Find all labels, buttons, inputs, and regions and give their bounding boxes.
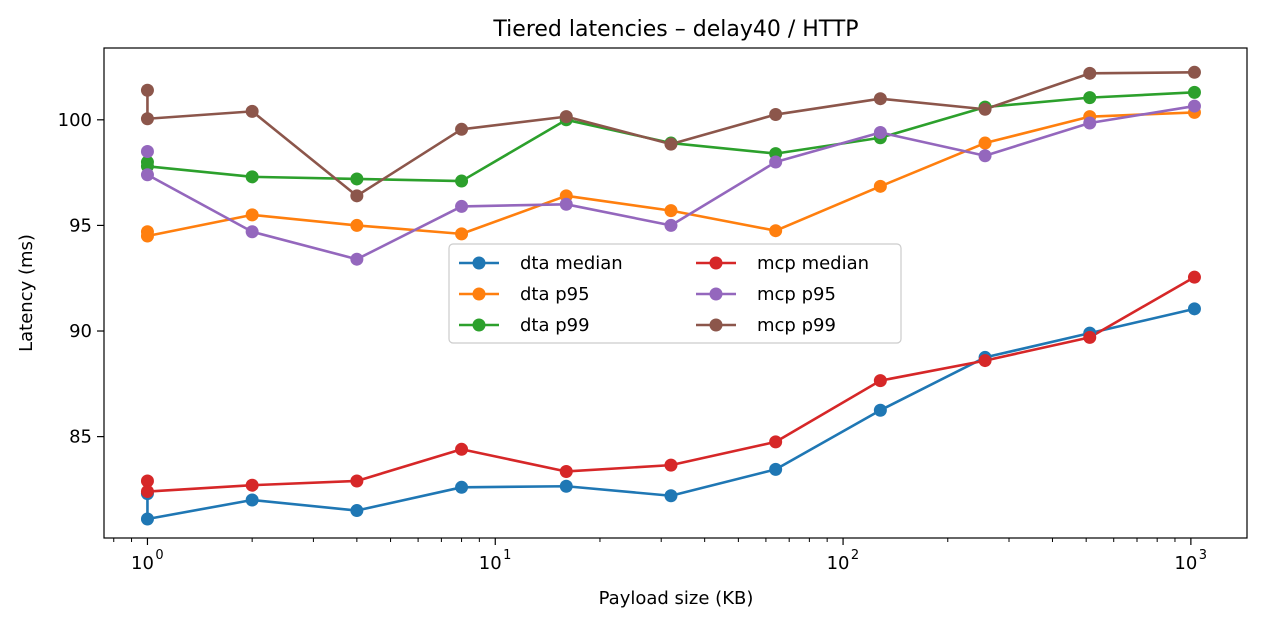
data-point-dta-p95 — [978, 136, 992, 150]
data-point-mcp-p99 — [455, 122, 469, 136]
series-line-mcp-p99 — [146, 70, 1195, 198]
x-tick-exponent: 0 — [155, 548, 163, 563]
data-point-mcp-p99 — [1083, 66, 1097, 80]
legend-swatch-marker — [709, 256, 723, 270]
data-point-mcp-median — [559, 464, 573, 478]
plot-markers — [140, 65, 1201, 526]
data-point-dta-p99 — [245, 170, 259, 184]
data-point-mcp-p95 — [978, 149, 992, 163]
data-point-dta-median — [769, 462, 783, 476]
data-point-dta-median — [140, 512, 154, 526]
y-tick-label: 85 — [69, 427, 92, 448]
legend: dta median dta p95 dta p99 mcp median mcp p9… — [448, 243, 902, 344]
data-point-mcp-p95 — [350, 252, 364, 266]
series-line-mcp-median — [146, 276, 1196, 493]
data-point-mcp-p95 — [769, 155, 783, 169]
data-point-dta-p95 — [140, 229, 154, 243]
data-point-mcp-p95 — [140, 168, 154, 182]
series-line-mcp-p95 — [146, 104, 1195, 261]
data-point-dta-p95 — [664, 204, 678, 218]
legend-box — [448, 243, 902, 344]
legend-swatch-marker — [472, 287, 486, 301]
plot-lines — [146, 70, 1196, 521]
data-point-dta-median — [559, 479, 573, 493]
data-point-mcp-median — [1083, 330, 1097, 344]
y-axis: 85 90 95 100 — [58, 110, 104, 448]
legend-swatch-marker — [472, 256, 486, 270]
x-tick-exponent: 2 — [851, 548, 859, 563]
data-point-dta-median — [350, 504, 364, 518]
data-point-mcp-p99 — [140, 112, 154, 126]
y-tick-label: 90 — [69, 321, 92, 342]
legend-entry-label: dta p95 — [520, 284, 590, 305]
data-point-mcp-median — [140, 485, 154, 499]
data-point-mcp-median — [350, 474, 364, 488]
data-point-mcp-p95 — [1187, 99, 1201, 113]
data-point-dta-p95 — [455, 227, 469, 241]
data-point-dta-median — [245, 493, 259, 507]
data-point-mcp-median — [140, 474, 154, 488]
data-point-dta-p99 — [455, 174, 469, 188]
data-point-mcp-median — [1187, 270, 1201, 284]
y-tick-label: 95 — [69, 215, 92, 236]
data-point-mcp-p95 — [1083, 116, 1097, 130]
data-point-dta-p95 — [350, 218, 364, 232]
data-point-dta-p95 — [245, 208, 259, 222]
legend-entry-label: mcp p95 — [757, 284, 836, 305]
data-point-mcp-median — [455, 442, 469, 456]
legend-entry-label: mcp median — [757, 253, 869, 274]
data-point-mcp-p99 — [245, 104, 259, 118]
data-point-mcp-median — [978, 354, 992, 368]
series-line-dta-p95 — [146, 111, 1195, 238]
data-point-mcp-p95 — [873, 125, 887, 139]
data-point-mcp-p95 — [455, 199, 469, 213]
data-point-dta-p99 — [1187, 85, 1201, 99]
legend-entry-label: dta median — [520, 253, 623, 274]
data-point-mcp-p95 — [140, 144, 154, 158]
plot-area-frame — [103, 47, 1248, 539]
data-point-mcp-p95 — [664, 218, 678, 232]
data-point-dta-p99 — [1083, 91, 1097, 105]
data-point-dta-median — [873, 403, 887, 417]
data-point-mcp-median — [873, 374, 887, 388]
data-point-mcp-p95 — [245, 225, 259, 239]
x-tick-exponent: 1 — [503, 548, 511, 563]
data-point-mcp-median — [664, 458, 678, 472]
x-tick-label: 10 — [1174, 553, 1197, 574]
x-axis-label: Payload size (KB) — [599, 588, 754, 609]
data-point-mcp-p99 — [769, 108, 783, 122]
legend-swatch-marker — [709, 318, 723, 332]
data-point-mcp-p99 — [873, 92, 887, 106]
data-point-dta-median — [455, 480, 469, 494]
data-point-mcp-p99 — [1187, 65, 1201, 79]
legend-entry-label: dta p99 — [520, 315, 590, 336]
legend-swatch-marker — [472, 318, 486, 332]
data-point-mcp-p99 — [350, 189, 364, 203]
data-point-dta-p95 — [769, 224, 783, 238]
data-point-dta-p95 — [873, 179, 887, 193]
y-axis-label: Latency (ms) — [16, 234, 37, 352]
x-tick-label: 10 — [131, 553, 154, 574]
data-point-dta-median — [1187, 302, 1201, 316]
data-point-mcp-p99 — [978, 102, 992, 116]
data-point-dta-median — [664, 489, 678, 503]
y-tick-label: 100 — [58, 110, 92, 131]
x-tick-label: 10 — [827, 553, 850, 574]
x-axis: 10 0 10 1 10 2 10 3 — [113, 538, 1207, 574]
data-point-dta-p99 — [350, 172, 364, 186]
data-point-mcp-p99 — [664, 137, 678, 151]
legend-swatch-marker — [709, 287, 723, 301]
data-point-mcp-median — [245, 478, 259, 492]
data-point-mcp-p95 — [559, 197, 573, 211]
data-point-mcp-p99 — [559, 110, 573, 124]
x-tick-label: 10 — [479, 553, 502, 574]
series-line-dta-median — [146, 307, 1195, 521]
legend-entry-label: mcp p99 — [757, 315, 836, 336]
chart-title: Tiered latencies – delay40 / HTTP — [492, 17, 858, 42]
data-point-mcp-p99 — [140, 83, 154, 97]
x-tick-exponent: 3 — [1199, 548, 1207, 563]
data-point-mcp-median — [769, 435, 783, 449]
